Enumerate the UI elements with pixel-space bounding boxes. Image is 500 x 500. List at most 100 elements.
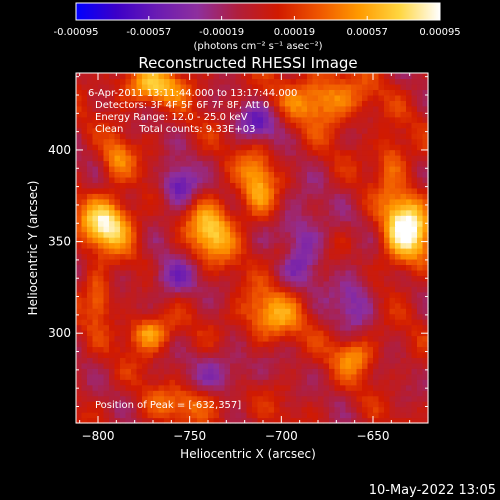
heatmap-cell <box>235 94 242 101</box>
heatmap-cell <box>362 209 369 216</box>
heatmap-cell <box>246 258 253 266</box>
heatmap-cell <box>147 395 154 402</box>
heatmap-cell <box>186 258 193 266</box>
heatmap-cell <box>279 286 286 293</box>
heatmap-cell <box>169 73 176 80</box>
heatmap-cell <box>367 302 374 309</box>
heatmap-cell <box>92 138 99 145</box>
heatmap-cell <box>356 111 363 118</box>
heatmap-cell <box>406 302 413 309</box>
heatmap-cell <box>76 193 83 200</box>
heatmap-cell <box>367 253 374 260</box>
heatmap-cell <box>87 297 94 304</box>
heatmap-cell <box>263 111 270 118</box>
heatmap-cell <box>334 417 341 424</box>
heatmap-cell <box>263 258 270 266</box>
heatmap-cell <box>98 155 105 162</box>
heatmap-cell <box>246 94 253 101</box>
heatmap-cell <box>345 231 352 238</box>
heatmap-cell <box>246 362 253 369</box>
heatmap-cell <box>417 127 424 134</box>
heatmap-cell <box>290 340 297 348</box>
heatmap-cell <box>120 357 127 364</box>
colorbar-tick-label: 0.00095 <box>419 27 460 38</box>
heatmap-cell <box>268 215 275 222</box>
heatmap-cell <box>263 340 270 348</box>
heatmap-cell <box>351 340 358 348</box>
heatmap-cell <box>202 351 209 358</box>
heatmap-cell <box>323 237 330 244</box>
heatmap-cell <box>191 412 198 419</box>
heatmap-cell <box>356 286 363 293</box>
heatmap-cell <box>241 89 248 96</box>
heatmap-cell <box>246 165 253 173</box>
heatmap-cell <box>246 83 253 91</box>
heatmap-cell <box>98 193 105 200</box>
heatmap-cell <box>186 362 193 369</box>
heatmap-cell <box>169 253 176 260</box>
heatmap-cell <box>76 280 83 287</box>
heatmap-cell <box>147 253 154 260</box>
heatmap-cell <box>103 395 110 402</box>
heatmap-cell <box>301 313 308 320</box>
heatmap-cell <box>290 127 297 134</box>
heatmap-cell <box>356 133 363 140</box>
heatmap-cell <box>136 324 143 331</box>
heatmap-cell <box>384 379 391 386</box>
heatmap-cell <box>301 269 308 276</box>
heatmap-cell <box>153 351 160 358</box>
heatmap-cell <box>142 116 149 123</box>
heatmap-cell <box>351 330 358 337</box>
heatmap-cell <box>312 127 319 134</box>
heatmap-cell <box>334 165 341 173</box>
heatmap-cell <box>411 335 418 342</box>
heatmap-cell <box>334 100 341 107</box>
heatmap-cell <box>362 204 369 211</box>
heatmap-cell <box>411 346 418 353</box>
heatmap-cell <box>224 176 231 183</box>
heatmap-cell <box>312 324 319 331</box>
heatmap-cell <box>191 89 198 96</box>
heatmap-cell <box>224 226 231 233</box>
heatmap-cell <box>241 94 248 101</box>
heatmap-cell <box>389 335 396 342</box>
heatmap-cell <box>296 340 303 348</box>
heatmap-cell <box>202 401 209 408</box>
heatmap-cell <box>186 237 193 244</box>
heatmap-cell <box>175 144 182 151</box>
heatmap-cell <box>252 94 259 101</box>
heatmap-cell <box>169 237 176 244</box>
heatmap-cell <box>378 187 385 194</box>
heatmap-cell <box>158 248 165 255</box>
heatmap-cell <box>312 346 319 353</box>
heatmap-cell <box>356 280 363 287</box>
heatmap-cell <box>186 111 193 118</box>
heatmap-cell <box>169 406 176 413</box>
heatmap-cell <box>81 220 88 227</box>
heatmap-cell <box>411 406 418 413</box>
heatmap-cell <box>125 297 132 304</box>
heatmap-cell <box>268 204 275 211</box>
heatmap-cell <box>301 122 308 129</box>
heatmap-cell <box>367 209 374 216</box>
heatmap-cell <box>103 324 110 331</box>
heatmap-cell <box>191 231 198 238</box>
heatmap-cell <box>384 215 391 222</box>
heatmap-cell <box>362 100 369 107</box>
heatmap-cell <box>175 231 182 238</box>
heatmap-cell <box>164 237 171 244</box>
heatmap-cell <box>268 308 275 315</box>
heatmap-cell <box>136 138 143 145</box>
heatmap-cell <box>296 269 303 276</box>
heatmap-cell <box>120 313 127 320</box>
heatmap-cell <box>257 324 264 331</box>
heatmap-cell <box>257 291 264 298</box>
heatmap-cell <box>153 111 160 118</box>
heatmap-cell <box>340 127 347 134</box>
heatmap-cell <box>290 313 297 320</box>
heatmap-cell <box>279 105 286 112</box>
heatmap-cell <box>356 242 363 249</box>
heatmap-cell <box>175 182 182 189</box>
heatmap-cell <box>98 231 105 238</box>
heatmap-cell <box>411 176 418 183</box>
